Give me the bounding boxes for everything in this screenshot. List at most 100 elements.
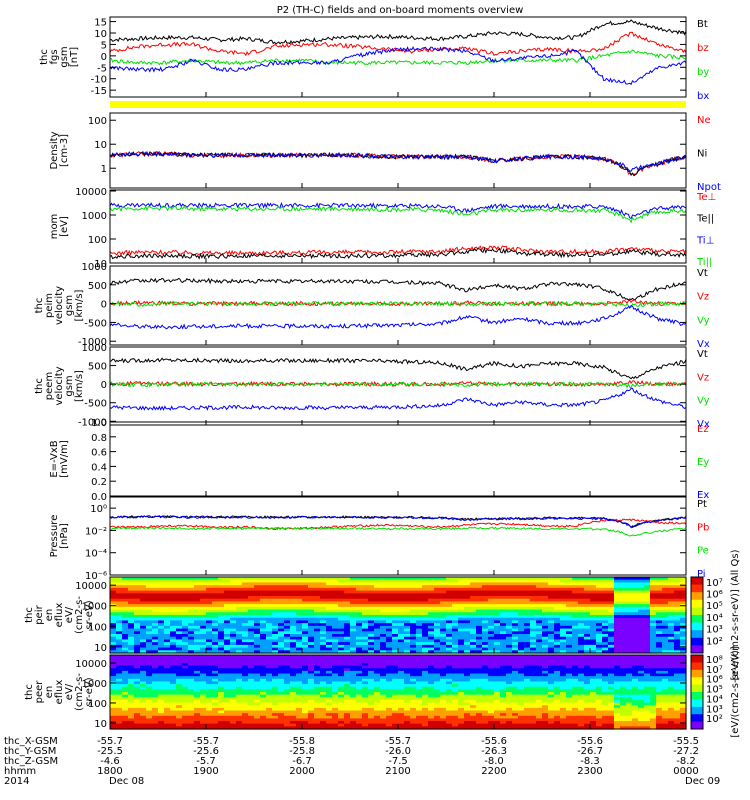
heatmap-cell xyxy=(542,601,549,605)
heatmap-cell xyxy=(368,590,375,594)
heatmap-cell xyxy=(644,625,651,630)
heatmap-cell xyxy=(530,615,537,619)
heatmap-cell xyxy=(524,697,531,701)
heatmap-cell xyxy=(578,647,585,651)
heatmap-cell xyxy=(260,660,267,664)
heatmap-cell xyxy=(488,628,495,632)
heatmap-cell xyxy=(596,596,603,600)
heatmap-cell xyxy=(152,668,159,672)
heatmap-cell xyxy=(332,579,339,584)
heatmap-cell xyxy=(572,620,579,624)
heatmap-cell xyxy=(374,604,381,608)
heatmap-cell xyxy=(206,699,213,704)
heatmap-cell xyxy=(314,587,321,592)
heatmap-cell xyxy=(434,625,441,630)
heatmap-cell xyxy=(296,625,303,630)
heatmap-cell xyxy=(398,723,405,727)
heatmap-cell xyxy=(536,662,543,667)
heatmap-cell xyxy=(170,642,177,646)
heatmap-cell xyxy=(296,723,303,727)
heatmap-cell xyxy=(266,718,273,722)
heatmap-cell xyxy=(506,681,513,685)
heatmap-cell xyxy=(440,657,447,661)
heatmap-cell xyxy=(650,628,657,632)
heatmap-cell xyxy=(188,699,195,704)
heatmap-cell xyxy=(290,681,297,685)
heatmap-cell xyxy=(638,612,645,616)
heatmap-cell xyxy=(122,692,129,696)
heatmap-cell xyxy=(470,617,477,622)
heatmap-cell xyxy=(524,642,531,646)
heatmap-cell xyxy=(596,604,603,608)
heatmap-cell xyxy=(524,655,531,659)
heatmap-cell xyxy=(488,723,495,727)
heatmap-cell xyxy=(374,726,381,730)
heatmap-cell xyxy=(170,707,177,712)
heatmap-cell xyxy=(608,617,615,622)
heatmap-cell xyxy=(164,647,171,651)
heatmap-cell xyxy=(632,579,639,584)
heatmap-cell xyxy=(224,676,231,680)
heatmap-cell xyxy=(368,612,375,616)
heatmap-cell xyxy=(266,721,273,725)
heatmap-cell xyxy=(332,636,339,641)
heatmap-cell xyxy=(326,582,333,586)
heatmap-cell xyxy=(422,721,429,725)
heatmap-cell xyxy=(590,615,597,619)
heatmap-cell xyxy=(446,689,453,693)
heatmap-cell xyxy=(428,620,435,624)
heatmap-cell xyxy=(290,628,297,632)
heatmap-cell xyxy=(530,678,537,683)
heatmap-cell xyxy=(392,665,399,669)
heatmap-cell xyxy=(110,639,117,643)
heatmap-cell xyxy=(242,665,249,669)
heatmap-cell xyxy=(128,662,135,667)
heatmap-cell xyxy=(458,662,465,667)
heatmap-cell xyxy=(146,609,153,613)
heatmap-cell xyxy=(152,721,159,725)
heatmap-cell xyxy=(272,707,279,712)
heatmap-cell xyxy=(134,628,141,632)
heatmap-cell xyxy=(596,577,603,581)
heatmap-cell xyxy=(368,615,375,619)
heatmap-cell xyxy=(446,662,453,667)
heatmap-cell xyxy=(386,650,393,654)
heatmap-cell xyxy=(500,625,507,630)
heatmap-cell xyxy=(326,631,333,635)
heatmap-cell xyxy=(536,665,543,669)
heatmap-cell xyxy=(284,636,291,641)
heatmap-cell xyxy=(542,631,549,635)
heatmap-cell xyxy=(374,606,381,611)
heatmap-cell xyxy=(440,650,447,654)
heatmap-cell xyxy=(608,647,615,651)
heatmap-cell xyxy=(476,707,483,712)
heatmap-cell xyxy=(242,657,249,661)
heatmap-cell xyxy=(470,596,477,600)
heatmap-cell xyxy=(176,684,183,688)
heatmap-cell xyxy=(326,694,333,698)
heatmap-cell xyxy=(488,718,495,722)
heatmap-cell xyxy=(446,650,453,654)
heatmap-cell xyxy=(536,718,543,722)
heatmap-cell xyxy=(134,579,141,584)
heatmap-cell xyxy=(398,604,405,608)
heatmap-cell xyxy=(494,582,501,586)
heatmap-cell xyxy=(170,606,177,611)
heatmap-cell xyxy=(470,644,477,649)
heatmap-cell xyxy=(416,639,423,643)
heatmap-cell xyxy=(500,617,507,622)
heatmap-cell xyxy=(380,718,387,722)
heatmap-cell xyxy=(416,657,423,661)
heatmap-cell xyxy=(488,612,495,616)
heatmap-cell xyxy=(650,625,657,630)
heatmap-cell xyxy=(644,639,651,643)
heatmap-cell xyxy=(614,609,621,613)
heatmap-cell xyxy=(476,689,483,693)
heatmap-cell xyxy=(296,612,303,616)
heatmap-cell xyxy=(356,665,363,669)
heatmap-cell xyxy=(386,623,393,627)
heatmap-cell xyxy=(284,673,291,677)
heatmap-cell xyxy=(116,723,123,727)
heatmap-cell xyxy=(362,601,369,605)
heatmap-cell xyxy=(140,582,147,586)
